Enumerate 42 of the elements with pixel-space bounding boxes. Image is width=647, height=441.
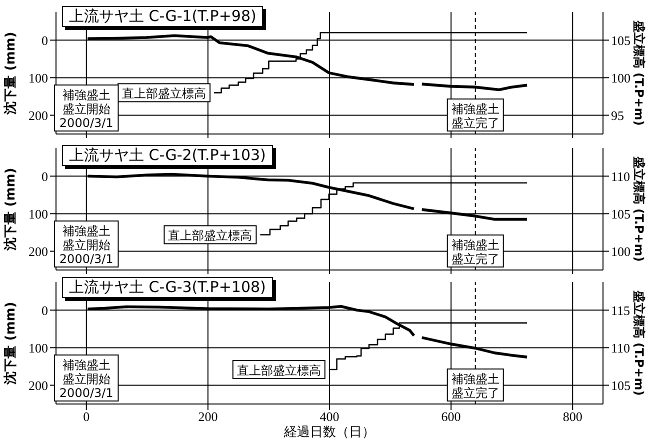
x-tick-label: 600 [441,409,461,424]
y-tick-label: 100 [28,206,48,222]
x-tick-label: 0 [83,409,90,424]
annotation: 補強盛土盛立完了 [451,238,500,266]
x-axis-title: 経過日数（日） [283,425,375,440]
annotation: 補強盛土盛立開始2000/3/1 [59,358,114,400]
y-axis-title: 沈下量 (mm) [4,32,19,116]
annotation: 補強盛土盛立開始2000/3/1 [59,224,114,266]
y-tick-label: 0 [42,32,48,48]
y2-tick-label: 115 [611,302,630,318]
annotation: 補強盛土盛立完了 [451,372,500,400]
chart-title: 上流サヤ土 C-G-2(T.P+103) [62,145,273,166]
y2-axis-title: 盛立標高 (T.P+m) [632,155,646,262]
y2-tick-label: 95 [611,108,624,123]
y2-tick-label: 100 [611,244,630,259]
y-tick-label: 100 [28,340,48,356]
y-tick-label: 100 [28,70,48,86]
y-tick-label: 200 [28,108,48,123]
x-tick-label: 400 [320,409,340,424]
x-tick-label: 800 [562,409,582,424]
y-tick-label: 200 [28,378,48,393]
annotation: 補強盛土盛立開始2000/3/1 [59,88,114,130]
y2-axis-title: 盛立標高 (T.P+m) [632,19,646,126]
y-axis-title: 沈下量 (mm) [4,168,19,252]
y-tick-label: 0 [42,168,48,184]
chart-title: 上流サヤ土 C-G-3(T.P+108) [62,277,273,298]
series-label: 直上部盛立標高 [168,228,252,243]
chart-title: 上流サヤ土 C-G-1(T.P+98) [62,6,264,27]
series-label: 直上部盛立標高 [236,363,321,378]
annotation: 補強盛土盛立完了 [451,102,500,130]
y2-tick-label: 110 [611,340,630,356]
y2-tick-label: 100 [611,70,630,86]
y-tick-label: 0 [42,302,48,318]
y2-tick-label: 110 [611,168,630,184]
y-tick-label: 200 [28,244,48,259]
series-label: 直上部盛立標高 [122,86,206,101]
y2-tick-label: 105 [611,206,630,222]
y2-tick-label: 105 [611,378,630,393]
y-axis-title: 沈下量 (mm) [4,302,19,386]
x-tick-label: 200 [198,409,218,424]
y2-tick-label: 105 [611,32,630,48]
y2-axis-title: 盛立標高 (T.P+m) [632,289,646,396]
